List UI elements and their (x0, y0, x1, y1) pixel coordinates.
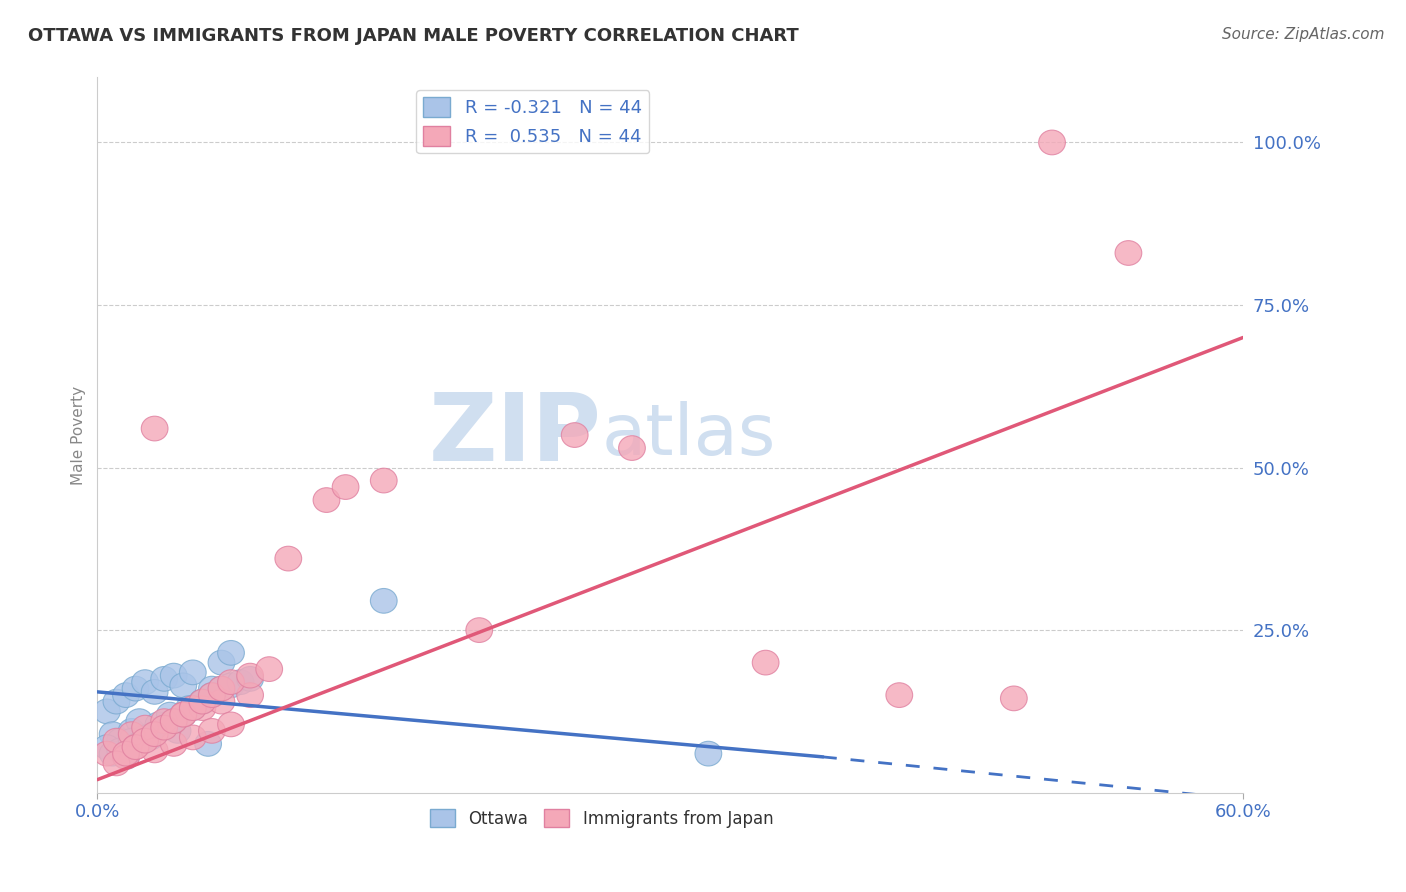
Text: atlas: atlas (602, 401, 776, 469)
Y-axis label: Male Poverty: Male Poverty (72, 385, 86, 484)
Text: ZIP: ZIP (429, 389, 602, 481)
Legend: Ottawa, Immigrants from Japan: Ottawa, Immigrants from Japan (423, 803, 780, 834)
Text: OTTAWA VS IMMIGRANTS FROM JAPAN MALE POVERTY CORRELATION CHART: OTTAWA VS IMMIGRANTS FROM JAPAN MALE POV… (28, 27, 799, 45)
Text: Source: ZipAtlas.com: Source: ZipAtlas.com (1222, 27, 1385, 42)
